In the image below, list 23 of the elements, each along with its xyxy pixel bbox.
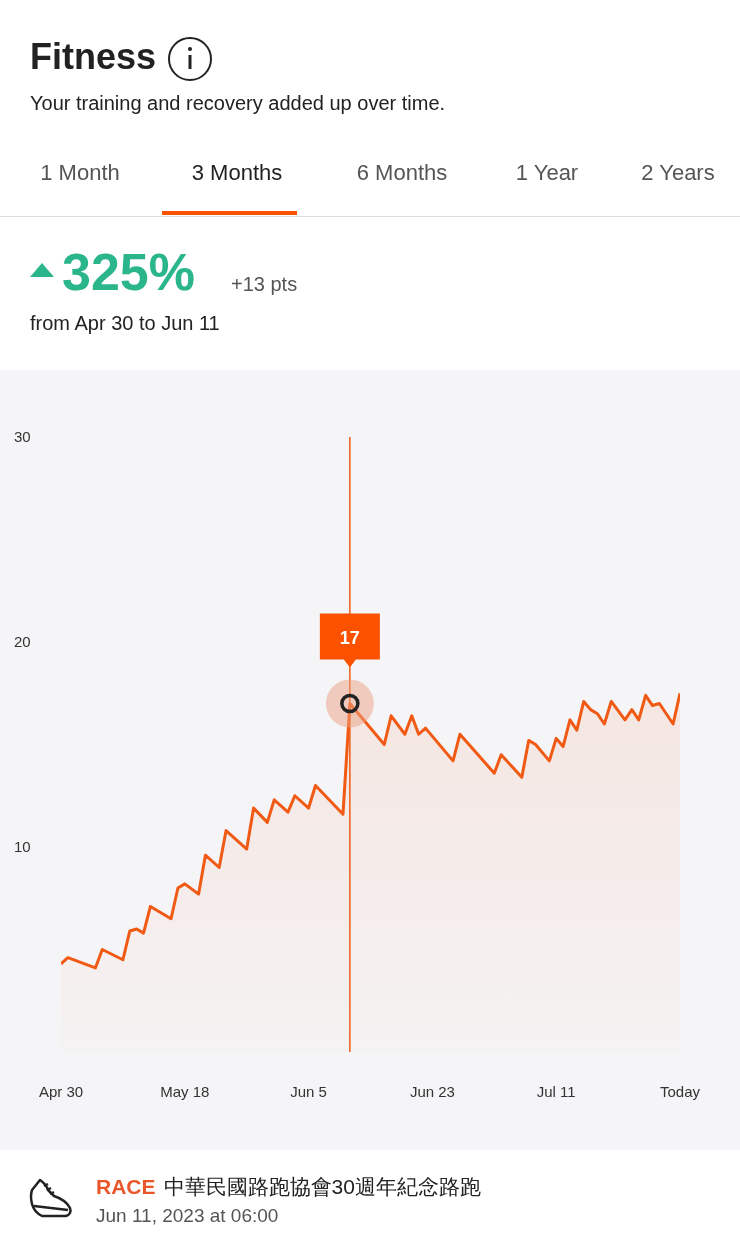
y-tick-label: 20 bbox=[14, 633, 31, 650]
x-tick-label: Apr 30 bbox=[38, 1082, 84, 1100]
text: 1 Year bbox=[514, 160, 580, 186]
x-tick-label: Today bbox=[659, 1082, 701, 1100]
text: 中華民國路跑協會30週年紀念路跑 bbox=[163, 1175, 481, 1198]
text: 2 Years bbox=[640, 160, 716, 186]
chart-subtitle: Your training and recovery added up over time. bbox=[30, 92, 446, 115]
x-tick-label: Jun 23 bbox=[409, 1082, 455, 1100]
text: from Apr 30 to Jun 11 bbox=[30, 312, 220, 335]
text: +13 pts bbox=[231, 273, 298, 296]
text: 6 Months bbox=[355, 160, 449, 186]
y-tick-label: 10 bbox=[14, 838, 31, 855]
chart-title: Fitness bbox=[30, 36, 157, 78]
text: Jun 11, 2023 at 06:00 bbox=[96, 1205, 279, 1227]
text: 325% bbox=[62, 242, 195, 302]
x-tick-label: Jul 11 bbox=[536, 1082, 576, 1100]
x-tick-label: May 18 bbox=[160, 1082, 210, 1100]
text: 3 Months bbox=[190, 160, 284, 186]
x-tick-label: Jun 5 bbox=[290, 1082, 327, 1100]
data-label: 17 bbox=[339, 627, 360, 648]
text: 1 Month bbox=[39, 160, 121, 186]
text: RACE bbox=[96, 1175, 156, 1198]
y-tick-label: 30 bbox=[14, 428, 31, 445]
